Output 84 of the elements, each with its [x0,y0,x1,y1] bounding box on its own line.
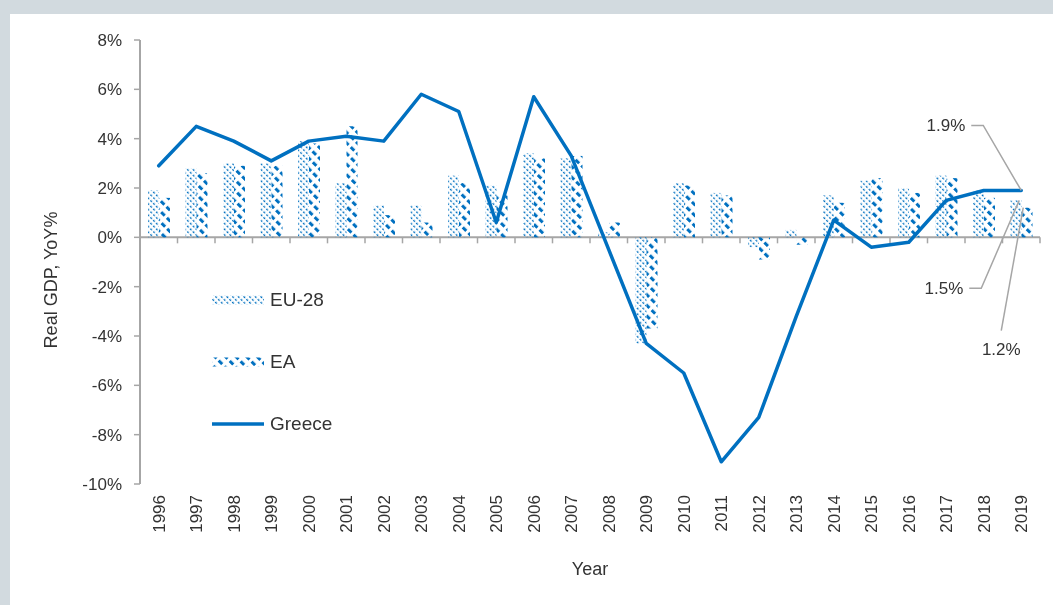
y-tick-label: 2% [97,179,122,199]
bar [271,165,283,238]
x-tick-label: 1996 [149,495,169,533]
bar [785,229,797,238]
bar [909,192,920,238]
bar [223,163,234,238]
x-tick-label: 1999 [262,495,282,533]
x-tick-label: 2015 [862,495,882,533]
annotation: 1.2% [981,339,1021,359]
x-tick-label: 2006 [524,495,544,533]
bar [984,197,995,238]
bar [935,175,947,238]
x-tick-label: 2016 [899,495,919,533]
y-tick-label: 0% [97,228,122,248]
x-tick-label: 1998 [224,495,244,533]
x-tick-label: 2002 [374,495,394,533]
bar [721,195,733,238]
bar [646,237,658,329]
bar [1021,207,1033,238]
bar [946,178,958,238]
y-tick-label: -2% [91,277,122,297]
bar [609,222,620,238]
x-tick-label: 2001 [337,495,357,533]
y-tick-label: 8% [97,31,122,51]
bar [410,205,422,238]
x-tick-label: 2018 [974,495,994,533]
x-tick-label: 2000 [299,495,319,533]
x-tick-label: 2019 [1012,495,1032,533]
bar [234,165,245,238]
x-tick-label: 2011 [712,495,732,532]
x-axis-title: Year [571,559,609,579]
annotation: 1.5% [924,279,964,299]
bar [159,197,170,238]
annotation: 1.9% [926,116,966,136]
bar [148,190,159,238]
x-tick-label: 2007 [562,495,582,533]
bar [560,158,572,238]
bar [421,222,433,238]
bar [534,158,545,238]
bar [898,188,909,238]
bar [871,178,883,238]
x-tick-label: 2013 [787,495,807,533]
x-tick-label: 2010 [674,495,694,533]
bar [973,190,984,238]
bar [748,237,759,248]
bar [684,185,695,238]
y-tick-label: -8% [91,425,122,445]
y-tick-label: 4% [97,129,122,149]
bar [673,183,684,238]
legend-label: EU-28 [270,289,324,311]
bar [373,205,384,238]
legend-label: EA [270,351,296,373]
x-tick-label: 2009 [637,495,657,533]
bar [309,143,320,238]
bar [635,237,647,344]
x-tick-label: 2012 [749,495,769,533]
legend-label: Greece [270,413,333,435]
x-tick-label: 2017 [937,495,957,533]
x-tick-label: 2003 [412,495,432,533]
y-tick-label: -10% [82,475,122,495]
x-tick-label: 2005 [487,495,507,533]
bar [298,141,309,238]
y-tick-label: -4% [91,327,122,347]
y-axis-title: Real GDP, YoY% [41,211,61,349]
bar [335,183,347,238]
bar [523,153,534,238]
bar [185,168,197,238]
y-tick-label: 6% [97,80,122,100]
y-tick-label: -6% [91,376,122,396]
line-series [157,92,1023,464]
bar [346,126,358,238]
bar [759,237,770,260]
x-tick-label: 2004 [449,495,469,533]
x-tick-label: 2008 [599,495,619,533]
bar [459,183,470,238]
bar [796,237,808,245]
bar [710,192,722,238]
bar [448,175,459,238]
bar [196,173,208,238]
bar [860,180,872,238]
x-tick-label: 1997 [187,495,207,533]
bar [384,215,395,238]
x-tick-label: 2014 [824,495,844,533]
bar [260,163,272,238]
